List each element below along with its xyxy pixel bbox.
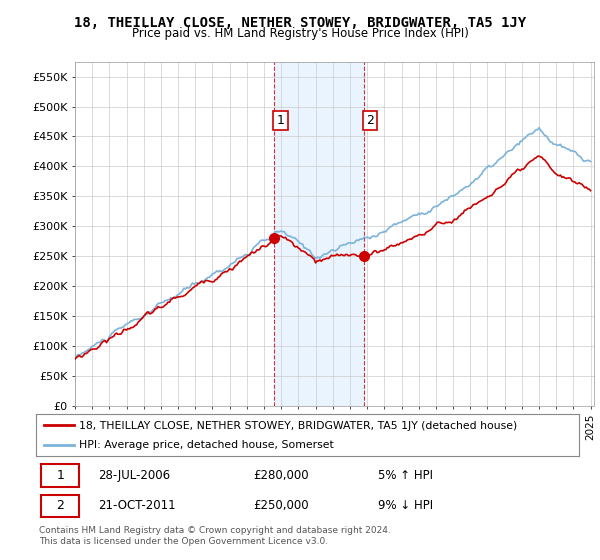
Text: Price paid vs. HM Land Registry's House Price Index (HPI): Price paid vs. HM Land Registry's House … bbox=[131, 27, 469, 40]
Text: 2: 2 bbox=[366, 114, 374, 127]
Text: 5% ↑ HPI: 5% ↑ HPI bbox=[378, 469, 433, 482]
Text: 18, THEILLAY CLOSE, NETHER STOWEY, BRIDGWATER, TA5 1JY: 18, THEILLAY CLOSE, NETHER STOWEY, BRIDG… bbox=[74, 16, 526, 30]
FancyBboxPatch shape bbox=[41, 464, 79, 487]
Text: £250,000: £250,000 bbox=[253, 500, 309, 512]
Text: 21-OCT-2011: 21-OCT-2011 bbox=[98, 500, 176, 512]
Text: 2: 2 bbox=[56, 500, 64, 512]
Text: 1: 1 bbox=[56, 469, 64, 482]
Text: HPI: Average price, detached house, Somerset: HPI: Average price, detached house, Some… bbox=[79, 440, 334, 450]
Text: 1: 1 bbox=[277, 114, 284, 127]
Text: 9% ↓ HPI: 9% ↓ HPI bbox=[378, 500, 433, 512]
Text: 28-JUL-2006: 28-JUL-2006 bbox=[98, 469, 170, 482]
Text: 18, THEILLAY CLOSE, NETHER STOWEY, BRIDGWATER, TA5 1JY (detached house): 18, THEILLAY CLOSE, NETHER STOWEY, BRIDG… bbox=[79, 421, 518, 431]
FancyBboxPatch shape bbox=[41, 494, 79, 517]
Text: £280,000: £280,000 bbox=[253, 469, 309, 482]
Text: Contains HM Land Registry data © Crown copyright and database right 2024.
This d: Contains HM Land Registry data © Crown c… bbox=[39, 526, 391, 546]
Bar bbox=[274, 62, 364, 406]
